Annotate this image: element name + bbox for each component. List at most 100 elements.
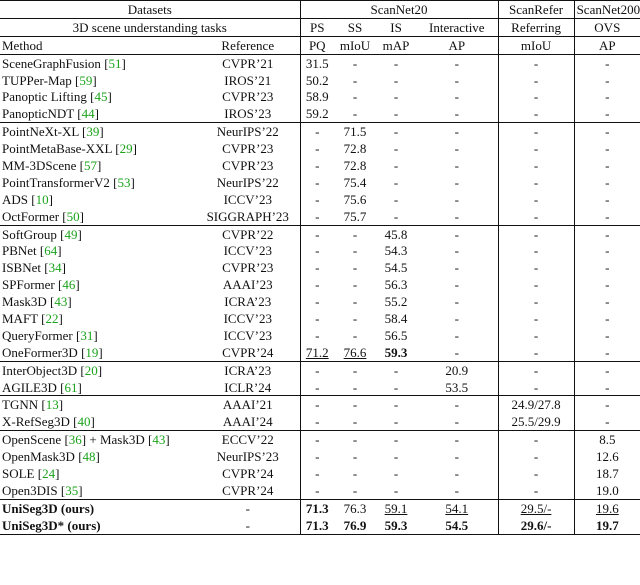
reference-cell: IROS’23: [196, 105, 301, 123]
value-cell: -: [376, 413, 416, 430]
value-text: -: [533, 191, 539, 207]
method-name: SoftGroup: [2, 226, 57, 242]
value-cell: 59.3: [376, 344, 416, 361]
citation-link: 13: [45, 397, 59, 413]
method-cell: UniSeg3D (ours): [0, 499, 196, 516]
value-text: -: [533, 362, 539, 378]
value-cell: -: [498, 326, 575, 344]
value-cell: 71.3: [300, 517, 334, 534]
value-cell: -: [574, 105, 640, 122]
table-row: OpenMask3D [48] NeurIPS’23- - - - -12.6: [0, 448, 640, 466]
method-cell: Mask3D [43]: [2, 294, 72, 310]
table-row: TGNN [13] AAAI’21- - - -24.9/27.8-: [0, 395, 640, 414]
value-cell: 71.5: [334, 123, 376, 140]
value-text: 59.1: [384, 500, 408, 516]
value-text: -: [315, 141, 320, 157]
value-text: -: [352, 362, 358, 378]
value-cell: 31.5: [300, 54, 334, 71]
value-cell: 56.3: [376, 276, 416, 293]
value-text: 31.5: [305, 55, 329, 71]
method-cell: MAFT [22]: [2, 310, 63, 326]
table-row: ADS [10] ICCV’23-75.6- - - -: [0, 190, 640, 208]
citation-link: 46: [62, 277, 76, 293]
value-cell: -: [416, 259, 499, 277]
value-cell: 24.9/27.8: [498, 395, 575, 414]
value-text: -: [393, 208, 399, 224]
method-name: MAFT: [2, 310, 38, 326]
value-text: -: [393, 106, 399, 122]
value-cell: 20.9: [416, 361, 499, 379]
value-cell: -: [376, 157, 416, 174]
value-cell: -: [300, 140, 334, 157]
table-row: UniSeg3D (ours) -71.3 76.3 59.1 54.1 29.5/- 19…: [0, 499, 640, 517]
value-cell: -: [334, 465, 376, 482]
value-text: -: [315, 449, 320, 465]
value-cell: -: [498, 430, 575, 449]
value-cell: -: [416, 88, 499, 106]
value-text: -: [315, 432, 320, 448]
value-text: 54.5: [384, 260, 408, 276]
method-name: UniSeg3D*: [2, 517, 65, 533]
method-name: OpenScene: [2, 432, 62, 448]
value-text: 29.5/-: [520, 500, 552, 516]
value-cell: -: [574, 88, 640, 105]
reference-cell: CVPR’23: [196, 157, 301, 174]
value-text: -: [393, 55, 399, 71]
method-label: Method: [2, 37, 43, 53]
value-text: -: [393, 449, 399, 465]
comparison-table: Datasets ScanNet20 ScanRefer ScanNet200 …: [0, 0, 640, 535]
value-cell: -: [334, 259, 376, 276]
value-text: -: [352, 55, 358, 71]
value-cell: -: [376, 191, 416, 208]
method-name: PanopticNDT: [2, 106, 74, 122]
value-cell: -: [416, 207, 499, 226]
value-text: -: [352, 432, 358, 448]
value-cell: -: [574, 54, 640, 71]
value-cell: -: [334, 448, 376, 465]
reference-cell: SIGGRAPH’23: [196, 207, 301, 226]
value-text: -: [393, 414, 399, 430]
value-cell: 54.1: [416, 499, 499, 517]
value-text: -: [393, 89, 399, 105]
value-cell: -: [416, 481, 499, 500]
value-cell: 25.5/29.9: [498, 413, 575, 431]
value-text: -: [605, 157, 610, 173]
value-cell: -: [300, 191, 334, 208]
value-text: 72.8: [343, 141, 367, 157]
value-text: -: [533, 277, 539, 293]
method-name: PointTransformerV2: [2, 174, 110, 190]
method-cell: SPFormer [46]: [2, 277, 80, 293]
value-cell: -: [498, 140, 575, 158]
value-text: 50.2: [305, 72, 329, 88]
value-cell: -: [574, 396, 640, 413]
method-cell: PointMetaBase-XXL [29]: [2, 141, 137, 157]
method-name: Mask3D: [2, 294, 47, 310]
value-text: -: [533, 124, 539, 140]
value-cell: 75.7: [334, 208, 376, 225]
value-text: -: [454, 174, 459, 190]
value-text: 59.2: [305, 106, 329, 122]
task-ss: SS: [347, 19, 363, 35]
citation-link: 31: [80, 327, 94, 343]
method-name: OpenMask3D: [2, 449, 75, 465]
value-cell: -: [300, 208, 334, 225]
citation-link: 49: [64, 226, 78, 242]
method-name: SPFormer: [2, 277, 55, 293]
reference-cell: ICCV’23: [196, 326, 301, 344]
value-text: -: [352, 449, 358, 465]
value-text: -: [605, 141, 610, 157]
value-text: 55.2: [384, 294, 408, 310]
value-text: 58.4: [384, 310, 408, 326]
value-text: -: [315, 208, 320, 224]
method-cell: SOLE [24]: [2, 465, 60, 481]
reference-cell: ICCV’23: [196, 310, 301, 327]
value-text: -: [454, 465, 459, 481]
value-text: -: [393, 141, 399, 157]
value-cell: -: [376, 105, 416, 122]
value-cell: 75.4: [334, 174, 376, 191]
datasets-label: Datasets: [0, 0, 301, 19]
value-cell: -: [300, 276, 334, 293]
citation-link: 29: [119, 141, 133, 157]
citation-link: 53: [117, 174, 131, 190]
value-cell: 53.5: [416, 378, 499, 396]
